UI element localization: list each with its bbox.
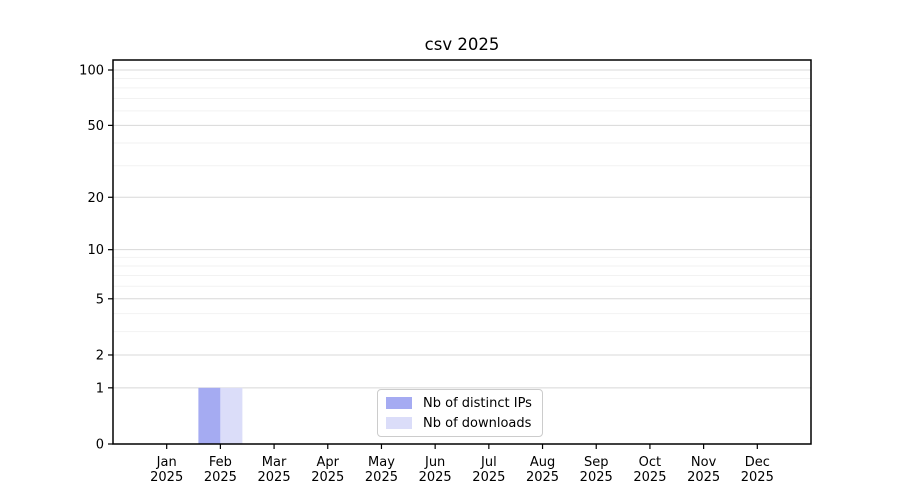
legend-label-downloads: Nb of downloads — [423, 415, 532, 431]
x-tick-label-month: Apr — [317, 455, 340, 470]
legend-label-distinct-ips: Nb of distinct IPs — [423, 395, 532, 411]
x-tick-label-year: 2025 — [580, 470, 613, 485]
x-tick-label-year: 2025 — [741, 470, 774, 485]
x-tick-label-month: Sep — [584, 455, 609, 470]
x-tick-label-year: 2025 — [204, 470, 237, 485]
x-tick-label-month: Jun — [424, 455, 445, 470]
legend-swatch-distinct-ips — [386, 397, 412, 409]
x-tick-label-month: Feb — [209, 455, 232, 470]
x-tick-label-month: Jul — [480, 455, 497, 470]
x-tick-label-year: 2025 — [687, 470, 720, 485]
legend-entry-downloads: Nb of downloads — [386, 416, 534, 431]
x-tick-label-month: Dec — [745, 455, 770, 470]
y-tick-label: 0 — [96, 438, 104, 453]
x-tick-label-month: May — [368, 455, 395, 470]
x-tick-label-year: 2025 — [526, 470, 559, 485]
x-tick-label-year: 2025 — [633, 470, 666, 485]
x-tick-label-month: Aug — [530, 455, 555, 470]
x-tick-label-month: Oct — [639, 455, 661, 470]
legend: Nb of distinct IPs Nb of downloads — [377, 389, 543, 437]
y-tick-label: 100 — [79, 64, 104, 79]
x-tick-label-year: 2025 — [419, 470, 452, 485]
y-tick-label: 5 — [96, 292, 104, 307]
x-tick-label-month: Mar — [262, 455, 287, 470]
x-tick-label-year: 2025 — [258, 470, 291, 485]
x-tick-label-month: Nov — [691, 455, 717, 470]
chart-title: csv 2025 — [425, 35, 500, 54]
legend-entry-distinct-ips: Nb of distinct IPs — [386, 396, 534, 411]
y-tick-label: 20 — [87, 191, 104, 206]
bar-distinct-ips — [198, 387, 221, 444]
x-tick-label-year: 2025 — [472, 470, 505, 485]
y-tick-label: 1 — [96, 381, 104, 396]
y-tick-label: 50 — [87, 119, 104, 134]
x-tick-label-year: 2025 — [150, 470, 183, 485]
legend-swatch-downloads — [386, 417, 412, 429]
y-tick-label: 2 — [96, 348, 104, 363]
plot-border — [112, 59, 812, 445]
x-tick-label-year: 2025 — [365, 470, 398, 485]
y-tick-label: 10 — [87, 243, 104, 258]
x-tick-label-month: Jan — [156, 455, 177, 470]
bar-downloads — [220, 387, 243, 444]
x-tick-label-year: 2025 — [311, 470, 344, 485]
